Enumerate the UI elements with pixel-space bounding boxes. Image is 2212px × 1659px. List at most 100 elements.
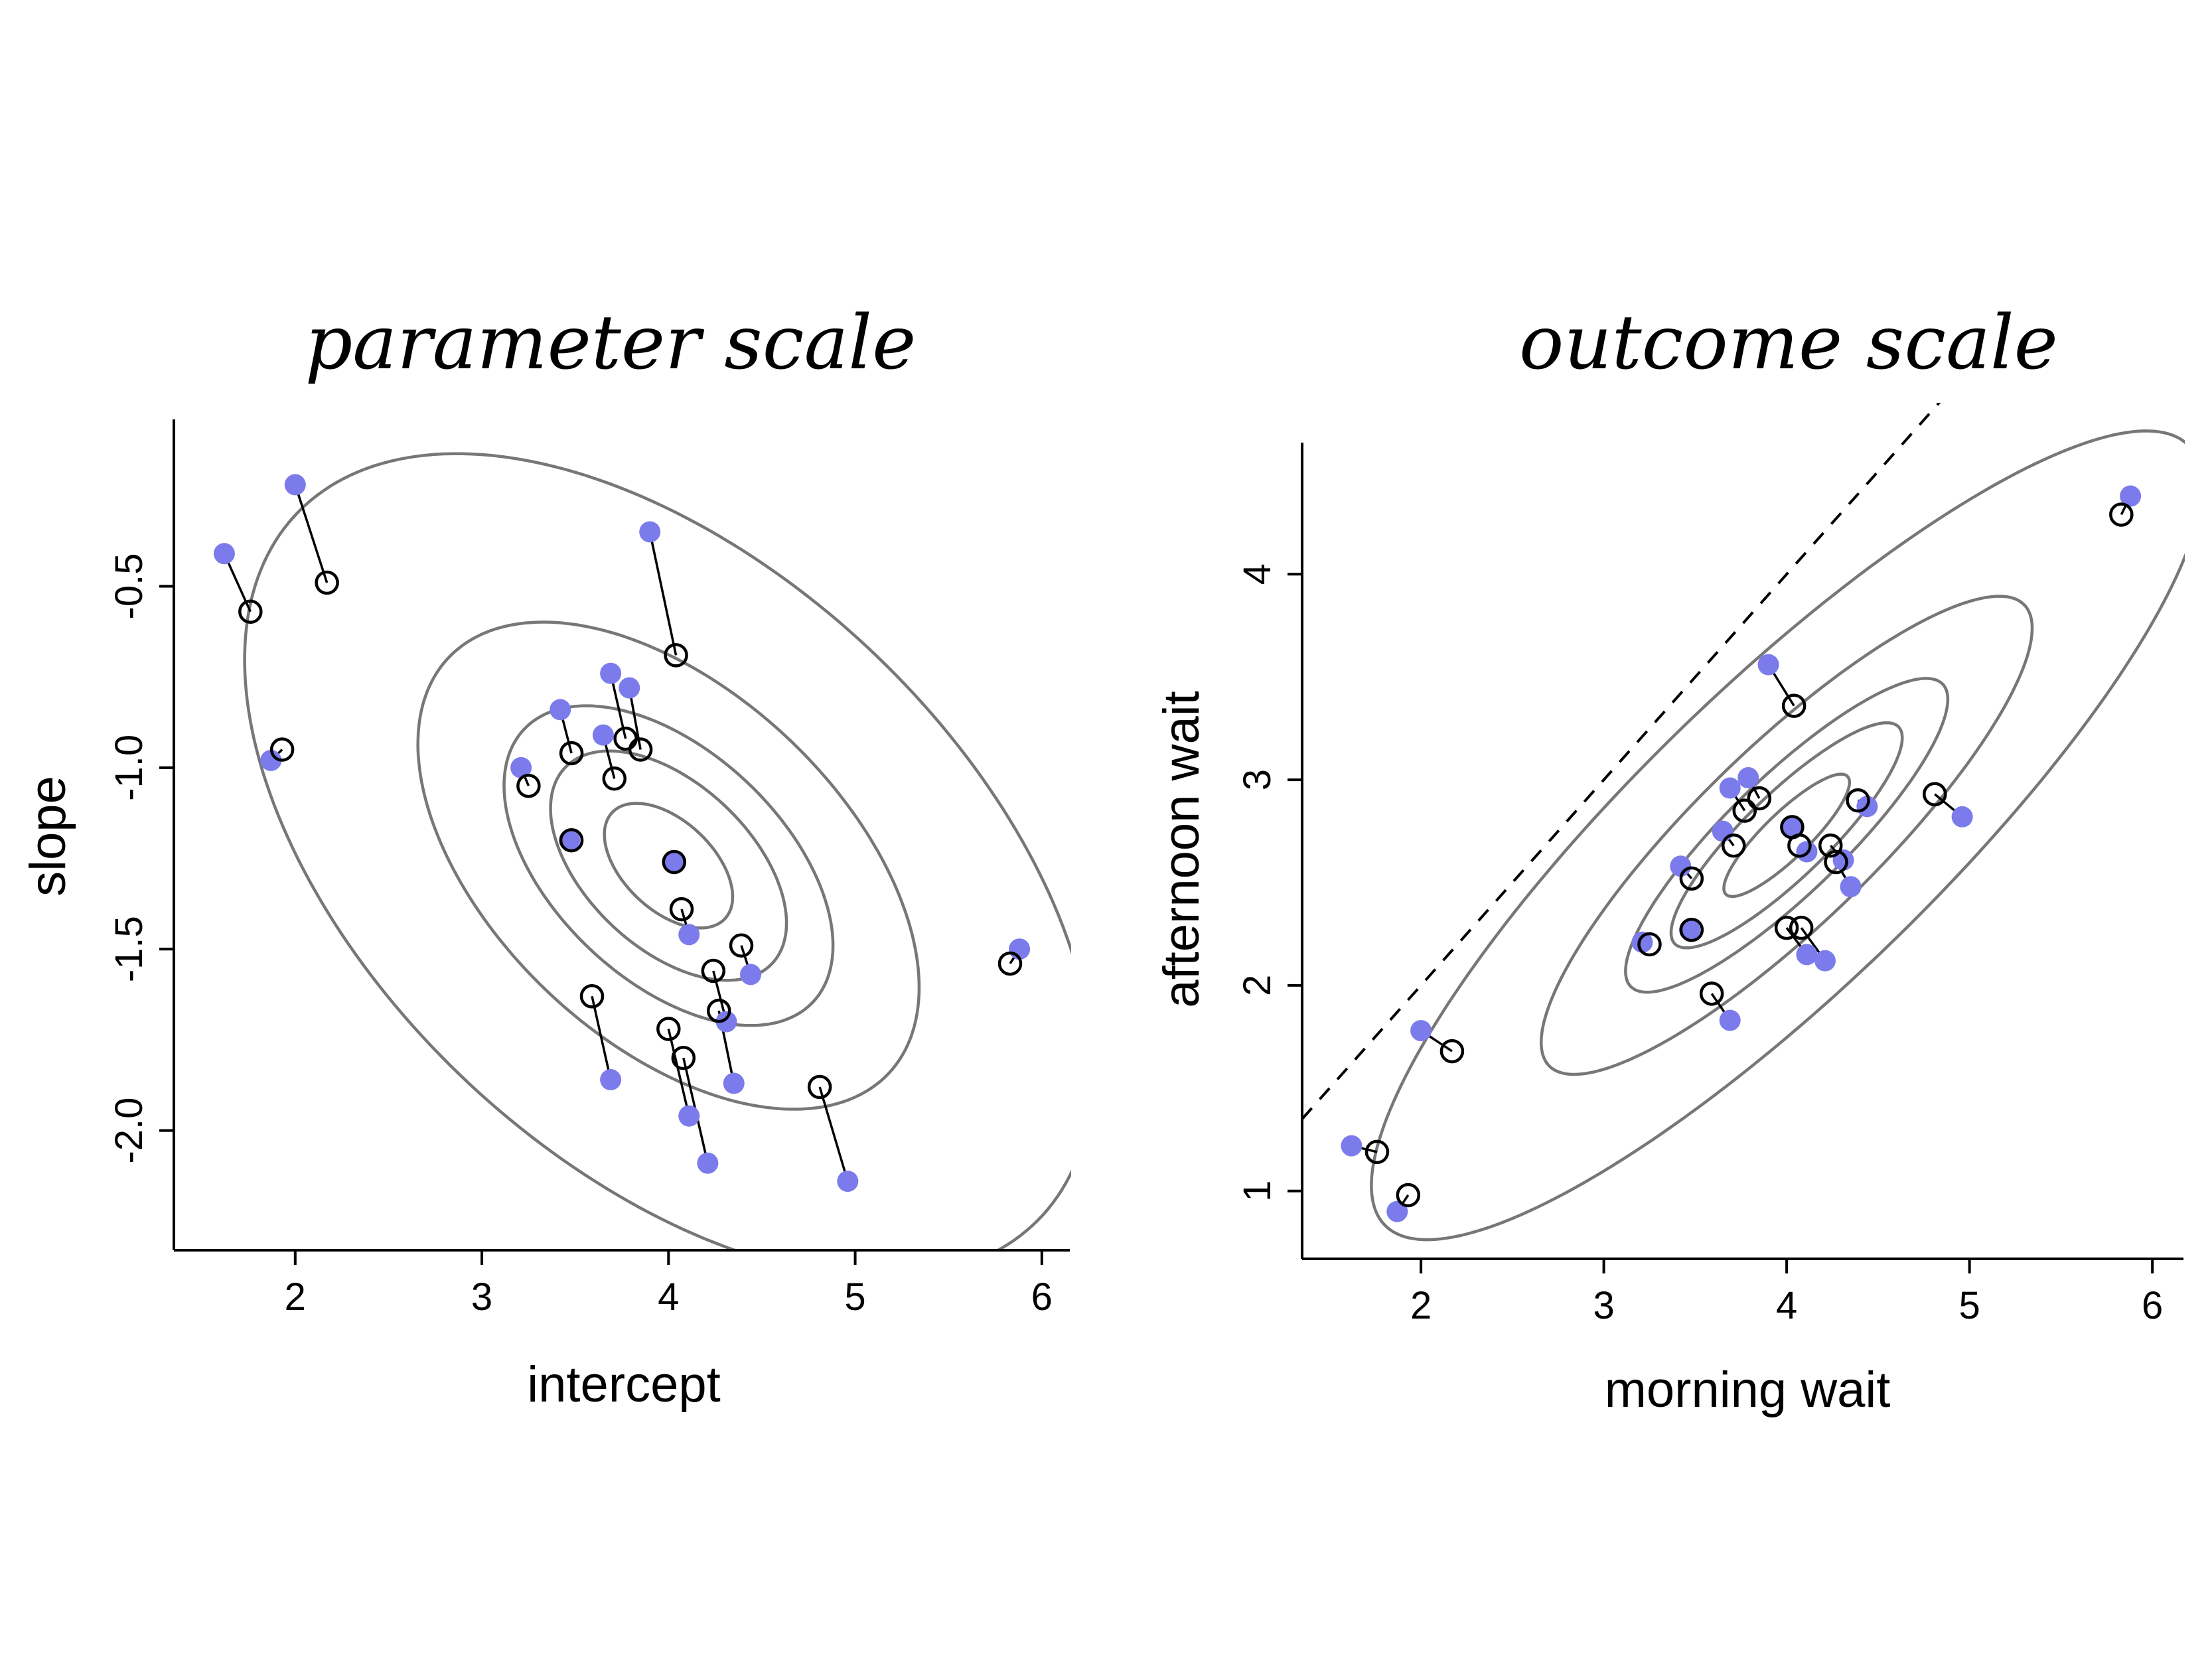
posterior-point (1364, 1139, 1390, 1165)
posterior-point (1679, 866, 1704, 891)
posterior-point (671, 1045, 696, 1070)
posterior-point (628, 737, 653, 762)
y-tick-label: -1.5 (108, 916, 151, 982)
posterior-point (707, 998, 731, 1023)
raw-point (1341, 1135, 1363, 1157)
x-tick-label: 2 (1410, 1284, 1432, 1327)
contour-0.99 (1370, 429, 2185, 1242)
posterior-point (1787, 833, 1812, 858)
raw-point (678, 1105, 700, 1127)
x-axis-title-intercept: intercept (527, 1356, 721, 1413)
posterior-point (1789, 915, 1814, 940)
panel-title-parameter-scale: parameter scale (305, 300, 917, 386)
parameter-scale-panel: parameter scale intercept slope 2 3 4 5 6 -2.… (20, 300, 1071, 1413)
posterior-point (664, 643, 688, 668)
posterior-point (669, 897, 694, 922)
raw-point (1781, 816, 1803, 838)
raw-point (697, 1152, 719, 1174)
posterior-point (1923, 782, 1947, 807)
raw-point (663, 851, 685, 873)
y-tick-label: 3 (1236, 769, 1279, 790)
posterior-point (516, 773, 541, 798)
raw-point (1410, 1020, 1432, 1042)
raw-point (619, 677, 640, 699)
posterior-point (1721, 833, 1746, 858)
raw-point (678, 924, 700, 946)
posterior-point (559, 828, 584, 853)
posterior-point (2109, 502, 2134, 527)
x-tick-label: 4 (1776, 1284, 1797, 1327)
raw-point (1386, 1200, 1408, 1222)
raw-point (1679, 919, 1701, 941)
posterior-point (729, 933, 754, 958)
panel-title-outcome-scale: outcome scale (1519, 300, 2058, 386)
outcome-scale-panel: outcome scale morning wait afternoon wai… (1153, 300, 2185, 1418)
raw-point (600, 662, 622, 684)
contour-0.8 (416, 620, 921, 1111)
raw-point (1840, 876, 1862, 898)
posterior-point (807, 1074, 832, 1100)
contour-0.1 (1722, 772, 1852, 899)
x-tick-label: 5 (1959, 1284, 1980, 1327)
raw-point (1719, 777, 1741, 799)
posterior-point (1699, 981, 1724, 1006)
x-tick-label: 6 (2142, 1284, 2163, 1327)
reference-line (1303, 403, 1941, 1120)
raw-point (1631, 931, 1653, 953)
posterior-point (701, 958, 726, 983)
plot-area (1303, 403, 2185, 1242)
posterior-point (1747, 786, 1772, 811)
shrinkage-link (294, 484, 329, 583)
raw-point (639, 521, 661, 543)
raw-point (260, 749, 282, 771)
raw-point (592, 724, 614, 746)
y-tick-label: 2 (1236, 975, 1279, 996)
posterior-point (579, 984, 605, 1009)
posterior-point (1781, 693, 1806, 718)
raw-point (837, 1171, 859, 1192)
raw-point (559, 830, 581, 851)
raw-point (1814, 950, 1836, 972)
raw-point (723, 1072, 745, 1094)
y-tick-label: -1.0 (108, 735, 151, 801)
x-tick-label: 3 (1593, 1284, 1614, 1327)
raw-point (600, 1069, 622, 1091)
raw-point (213, 543, 235, 565)
posterior-point (1774, 915, 1799, 940)
posterior-point (559, 741, 584, 766)
raw-point (1719, 1009, 1741, 1031)
shrinkage-link (648, 532, 678, 656)
x-tick-label: 3 (471, 1275, 492, 1319)
x-tick-label: 5 (844, 1275, 865, 1319)
posterior-point (315, 570, 339, 595)
raw-point (510, 757, 532, 778)
posterior-point (1818, 833, 1843, 858)
x-tick-label: 2 (285, 1275, 306, 1319)
y-tick-label: 4 (1236, 563, 1279, 585)
shrinkage-link (667, 1029, 690, 1117)
posterior-point (1679, 918, 1704, 942)
posterior-point (269, 737, 295, 762)
posterior-point (656, 1017, 681, 1041)
raw-point (1737, 767, 1759, 789)
posterior-point (1824, 849, 1848, 875)
contour-0.5 (1624, 677, 1950, 994)
y-tick-label: -2.0 (108, 1098, 151, 1164)
posterior-point (1846, 788, 1870, 813)
y-tick-label: 1 (1236, 1181, 1279, 1202)
raw-point (1670, 855, 1692, 877)
posterior-point (602, 766, 627, 791)
posterior-point (1637, 932, 1662, 957)
posterior-point (662, 849, 686, 875)
posterior-point (1732, 798, 1757, 823)
posterior-point (997, 951, 1023, 976)
y-axis-title-afternoon-wait: afternoon wait (1153, 691, 1210, 1007)
raw-point (284, 474, 306, 496)
posterior-point (238, 599, 263, 624)
shrinkage-link (591, 995, 612, 1080)
raw-point (1757, 654, 1779, 676)
raw-point (715, 1011, 737, 1033)
raw-point (1951, 806, 1973, 828)
y-tick-label: -0.5 (108, 553, 151, 620)
